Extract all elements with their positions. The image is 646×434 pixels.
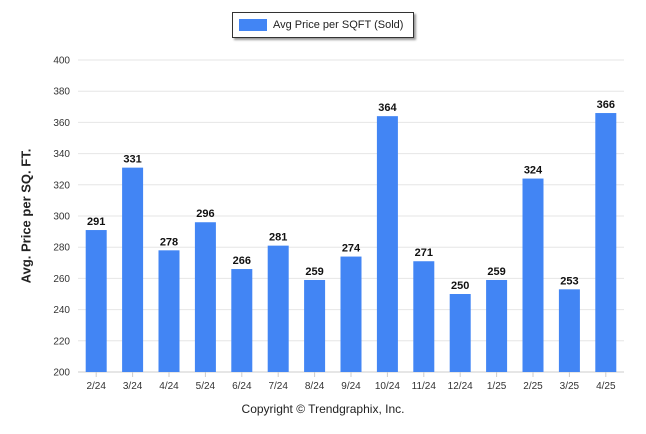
bar [304, 279, 326, 372]
bar [595, 113, 617, 372]
bar [194, 222, 216, 372]
y-tick-label: 320 [53, 180, 70, 191]
bar [158, 250, 180, 372]
x-tick-label: 7/24 [268, 381, 288, 392]
data-label: 259 [487, 266, 505, 278]
data-label: 296 [196, 208, 214, 220]
y-tick-label: 220 [53, 336, 70, 347]
x-tick-label: 8/24 [305, 381, 325, 392]
data-label: 291 [87, 216, 105, 228]
x-tick-label: 11/24 [412, 381, 437, 392]
x-tick-label: 4/25 [596, 381, 616, 392]
x-tick-label: 4/24 [159, 381, 179, 392]
data-label: 274 [342, 243, 361, 255]
data-label: 266 [233, 255, 251, 267]
bar [122, 167, 144, 372]
bar [413, 261, 435, 372]
y-tick-label: 240 [53, 305, 70, 316]
x-tick-label: 6/24 [232, 381, 252, 392]
y-tick-label: 300 [53, 212, 70, 223]
data-label: 259 [305, 266, 323, 278]
y-tick-label: 200 [53, 368, 70, 379]
copyright-footer: Copyright © Trendgraphix, Inc. [241, 402, 405, 416]
x-tick-label: 10/24 [375, 381, 400, 392]
bar [486, 279, 508, 372]
y-tick-label: 260 [53, 274, 70, 285]
x-tick-label: 12/24 [448, 381, 473, 392]
x-tick-label: 9/24 [341, 381, 361, 392]
legend: Avg Price per SQFT (Sold) [232, 12, 414, 38]
legend-swatch [239, 19, 267, 31]
data-label: 250 [451, 280, 469, 292]
data-label: 364 [378, 102, 397, 114]
bar [340, 256, 362, 372]
bar [558, 289, 580, 372]
data-label: 281 [269, 232, 287, 244]
legend-label: Avg Price per SQFT (Sold) [273, 19, 404, 31]
data-label: 253 [560, 275, 578, 287]
data-label: 271 [415, 247, 433, 259]
y-tick-label: 280 [53, 243, 70, 254]
x-tick-label: 5/24 [196, 381, 216, 392]
x-tick-label: 1/25 [487, 381, 507, 392]
x-tick-label: 2/24 [86, 381, 106, 392]
bar [449, 294, 471, 372]
bar [376, 116, 398, 372]
y-tick-label: 340 [53, 149, 70, 160]
data-label: 331 [123, 154, 141, 166]
bar [522, 178, 544, 372]
y-tick-label: 380 [53, 87, 70, 98]
y-tick-label: 400 [53, 56, 70, 67]
x-tick-label: 3/25 [560, 381, 580, 392]
x-tick-label: 2/25 [523, 381, 543, 392]
y-tick-label: 360 [53, 118, 70, 129]
bar [267, 245, 289, 372]
x-tick-label: 3/24 [123, 381, 143, 392]
data-label: 324 [524, 165, 543, 177]
data-label: 366 [597, 99, 615, 111]
bar [231, 269, 253, 372]
data-label: 278 [160, 236, 178, 248]
bar [85, 230, 107, 372]
